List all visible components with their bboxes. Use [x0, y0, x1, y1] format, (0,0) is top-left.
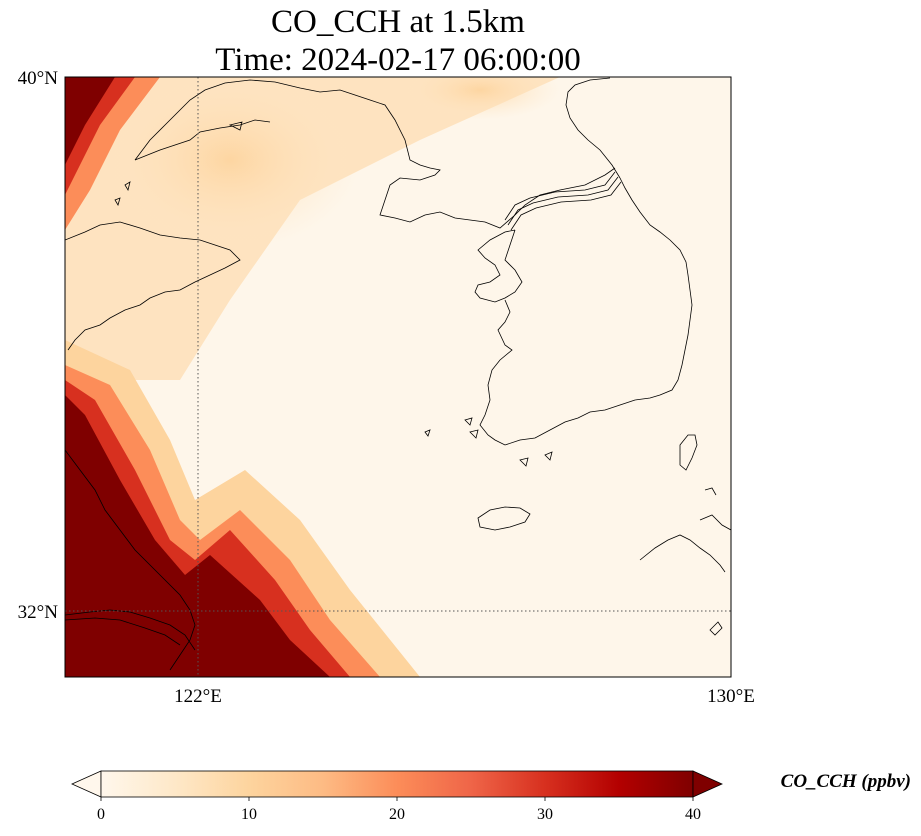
lat-tick-label-32: 32°N [18, 602, 59, 623]
colorbar-tick-label: 30 [537, 806, 553, 823]
field-plume-top-center [400, 77, 560, 120]
island-tsushima [679, 434, 698, 471]
colorbar: 0 10 20 30 40 CO_CCH (ppbv) [71, 770, 911, 823]
coastline-nk-west [474, 229, 523, 303]
border-line-1 [504, 171, 616, 221]
coastline-yangtze-2 [65, 617, 181, 646]
title-line-2: Time: 2024-02-17 06:00:00 [215, 42, 580, 78]
lat-tick-label-40: 40°N [18, 68, 59, 89]
map-frame [64, 76, 732, 678]
colorbar-extend-max [692, 770, 723, 798]
island-jeju [477, 506, 531, 531]
lon-tick-label-122: 122°E [174, 686, 222, 707]
field-plume-northwest-max [65, 77, 115, 165]
colorbar-extend-min [71, 770, 102, 798]
title-line-1: CO_CCH at 1.5km [271, 4, 525, 40]
colorbar-tick-label: 10 [241, 806, 257, 823]
colorbar-tick-label: 0 [97, 806, 105, 823]
islands-liaodong [114, 121, 243, 206]
colorbar-gradient [100, 770, 694, 798]
coastline-sk-west [479, 177, 693, 446]
lon-tick-label-130: 130°E [707, 686, 755, 707]
coastline-liaodong [134, 79, 616, 229]
colorbar-tick-label: 20 [389, 806, 405, 823]
coastlines [65, 77, 731, 671]
island-small-se [709, 621, 723, 636]
colorbar-tick-label: 40 [685, 806, 701, 823]
map-panel [65, 77, 731, 677]
border-line-2 [507, 176, 619, 226]
field-plume-southwest-max [65, 395, 330, 677]
coastline-yangtze [65, 609, 196, 651]
coastline-kyushu [639, 487, 731, 573]
field-plume-northwest-core [100, 77, 360, 250]
coastline-shandong [65, 221, 241, 351]
colorbar-label: CO_CCH (ppbv) [781, 771, 911, 792]
coastline-china-south [65, 449, 196, 671]
coastline-liaodong-south [134, 119, 271, 161]
border-line-3 [510, 181, 622, 231]
colorbar-ticks: 0 10 20 30 40 [97, 797, 701, 823]
coastline-nk-east [565, 77, 621, 179]
islands-korea-west [424, 417, 553, 467]
